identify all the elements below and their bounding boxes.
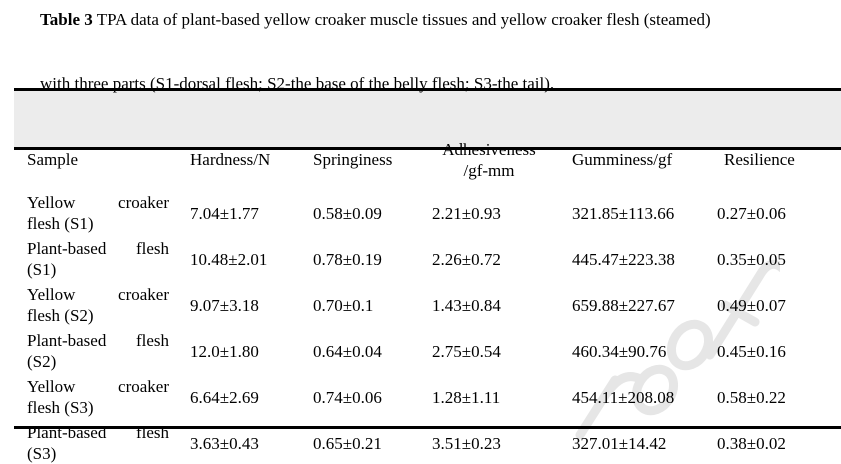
watermark-letter-o1 (631, 364, 679, 416)
table-cell: 3.51±0.23 (432, 434, 501, 453)
watermark-letter-o2 (666, 319, 714, 371)
header-resilience: Resilience (724, 150, 795, 169)
sample-word: Yellow (27, 193, 76, 212)
header-springiness: Springiness (313, 150, 393, 169)
table-cell: 0.78±0.19 (313, 250, 382, 269)
table-row-sample: Plant-based flesh (S1) (27, 238, 169, 280)
table-cell: 0.38±0.02 (717, 434, 786, 453)
table-row-sample: Yellow croaker flesh (S2) (27, 284, 169, 326)
table-cell: 0.64±0.04 (313, 342, 382, 361)
sample-line1: Plant-based flesh (27, 422, 169, 443)
table-cell: 9.07±3.18 (190, 296, 259, 315)
table-cell: 2.26±0.72 (432, 250, 501, 269)
table-cell: 6.64±2.69 (190, 388, 259, 407)
table-cell: 321.85±113.66 (572, 204, 675, 223)
sample-line2: (S1) (27, 260, 57, 279)
watermark-letter-r (575, 372, 643, 439)
sample-line1: Plant-based flesh (27, 330, 169, 351)
sample-word: croaker (118, 377, 169, 396)
sample-word: Plant-based (27, 331, 107, 350)
table-cell: 1.43±0.84 (432, 296, 501, 315)
sample-word: Plant-based (27, 239, 107, 258)
table-cell: 0.58±0.22 (717, 388, 786, 407)
header-adhesiveness: Adhesiveness /gf-mm (430, 131, 548, 188)
sample-line1: Yellow croaker (27, 376, 169, 397)
sample-line2: flesh (S2) (27, 306, 94, 325)
table-caption-line-1: Table 3 TPA data of plant-based yellow c… (40, 10, 841, 30)
header-rule (14, 147, 841, 150)
bottom-rule (14, 426, 841, 429)
watermark (575, 259, 780, 439)
table-cell: 0.45±0.16 (717, 342, 786, 361)
caption-text: TPA data of plant-based yellow croaker m… (92, 10, 711, 29)
table-cell: 1.28±1.11 (432, 388, 501, 407)
table-cell: 0.74±0.06 (313, 388, 382, 407)
header-adhesiveness-line1: Adhesiveness (442, 139, 536, 159)
table-cell: 0.35±0.05 (717, 250, 786, 269)
sample-word: flesh (135, 331, 169, 350)
sample-word: croaker (118, 193, 169, 212)
header-gumminess: Gumminess/gf (572, 150, 673, 169)
sample-word: flesh (135, 423, 169, 442)
table-caption-line-2: with three parts (S1-dorsal flesh; S2-th… (40, 74, 555, 93)
sample-line2: flesh (S3) (27, 398, 94, 417)
table-label: Table 3 (40, 10, 93, 29)
table-row-sample: Plant-based flesh (S2) (27, 330, 169, 372)
sample-line2: (S2) (27, 352, 57, 371)
top-rule (14, 88, 841, 91)
table-cell: 454.11±208.08 (572, 388, 675, 407)
table-cell: 0.65±0.21 (313, 434, 382, 453)
table-header-background (14, 91, 841, 148)
header-sample: Sample (27, 150, 78, 169)
watermark-lettering (575, 259, 780, 439)
sample-line2: flesh (S1) (27, 214, 94, 233)
sample-line2: (S3) (27, 444, 57, 463)
sample-line1: Yellow croaker (27, 284, 169, 305)
table-cell: 0.27±0.06 (717, 204, 786, 223)
table-cell: 7.04±1.77 (190, 204, 259, 223)
table-cell: 0.58±0.09 (313, 204, 382, 223)
table-cell: 3.63±0.43 (190, 434, 259, 453)
sample-line1: Plant-based flesh (27, 238, 169, 259)
sample-word: flesh (135, 239, 169, 258)
table-row-sample: Yellow croaker flesh (S1) (27, 192, 169, 234)
header-adhesiveness-line2: /gf-mm (463, 160, 515, 180)
header-hardness: Hardness/N (190, 150, 271, 169)
sample-word: Plant-based (27, 423, 107, 442)
table-cell: 327.01±14.42 (572, 434, 667, 453)
table-cell: 2.75±0.54 (432, 342, 501, 361)
table-row-sample: Plant-based flesh (S3) (27, 422, 169, 464)
sample-word: Yellow (27, 377, 76, 396)
table-cell: 659.88±227.67 (572, 296, 675, 315)
table-cell: 0.49±0.07 (717, 296, 786, 315)
table-cell: 0.70±0.1 (313, 296, 374, 315)
sample-word: croaker (118, 285, 169, 304)
table-cell: 460.34±90.76 (572, 342, 667, 361)
table-cell: 10.48±2.01 (190, 250, 268, 269)
table-cell: 445.47±223.38 (572, 250, 675, 269)
table-cell: 2.21±0.93 (432, 204, 501, 223)
table-row-sample: Yellow croaker flesh (S3) (27, 376, 169, 418)
sample-line1: Yellow croaker (27, 192, 169, 213)
sample-word: Yellow (27, 285, 76, 304)
table-cell: 12.0±1.80 (190, 342, 259, 361)
watermark-letter-f (705, 259, 780, 360)
